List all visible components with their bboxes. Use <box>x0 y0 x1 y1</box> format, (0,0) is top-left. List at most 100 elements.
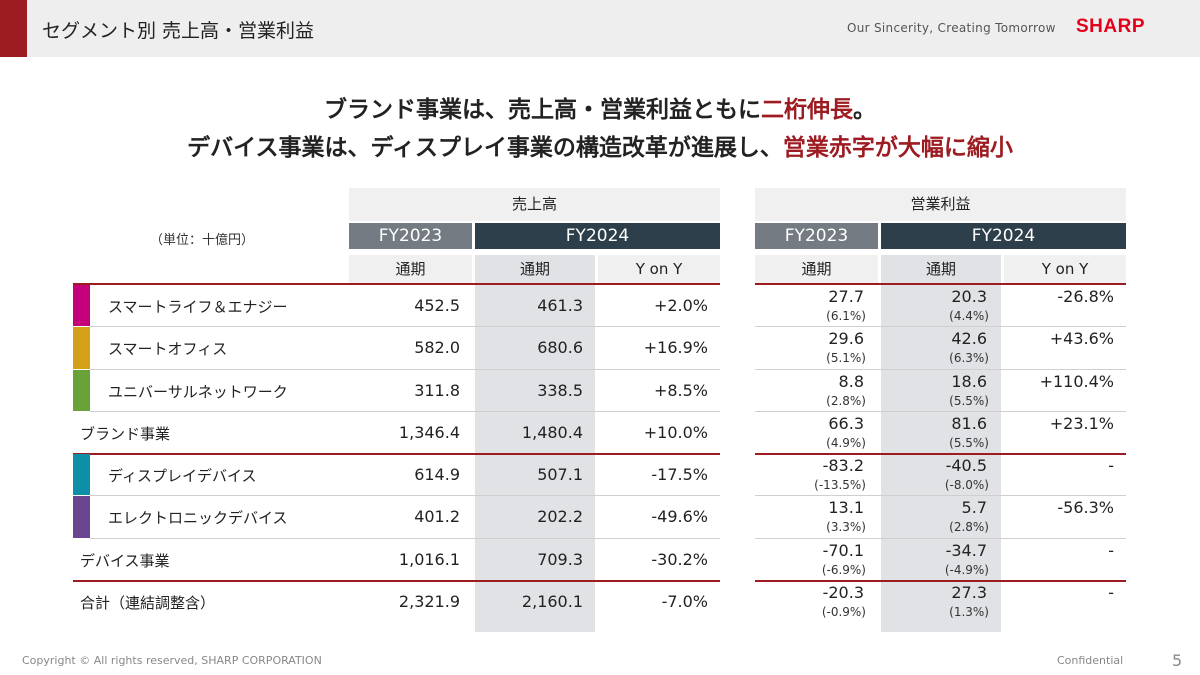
profit-group-header: 営業利益 <box>755 188 1126 221</box>
sales-fy2024-value: 461.3 <box>537 296 583 315</box>
headline-line-1: ブランド事業は、売上高・営業利益ともに二桁伸長。 <box>0 90 1200 124</box>
table-row-label: スマートライフ＆エナジー <box>108 298 288 316</box>
row-separator <box>73 453 720 455</box>
row-separator <box>90 495 720 497</box>
profit-fy2024-value: 27.3 <box>951 582 987 602</box>
segment-color-bar <box>73 454 90 496</box>
profit-yoy-value: - <box>1108 582 1114 602</box>
sales-group-header: 売上高 <box>349 188 720 221</box>
table-row-label: デバイス事業 <box>80 551 170 570</box>
sales-yoy-value: -17.5% <box>651 465 708 484</box>
table-top-line <box>73 283 720 285</box>
sub-header-s24: 通期 <box>519 260 550 278</box>
headline-line-2: デバイス事業は、ディスプレイ事業の構造改革が進展し、営業赤字が大幅に縮小 <box>0 128 1200 162</box>
sales-fy2024-value: 709.3 <box>537 549 583 569</box>
profit-fy2024-margin: (5.5%) <box>949 393 989 408</box>
profit-fy2024-margin: (2.8%) <box>949 520 989 535</box>
sharp-logo: SHARP <box>1076 16 1146 37</box>
profit-fy2023-header: FY2023 <box>755 223 878 249</box>
sales-yoy-value: +10.0% <box>643 422 708 442</box>
sales-yoy-value: -49.6% <box>651 507 708 527</box>
profit-fy2024-value: 5.7 <box>961 498 987 518</box>
profit-fy2023-value: 13.1 <box>828 498 864 518</box>
sales-yoy-value: +8.5% <box>653 380 708 400</box>
sales-yoy-value: +16.9% <box>643 338 708 358</box>
profit-fy2024-margin: (-8.0%) <box>944 478 989 492</box>
profit-fy2023-value: -70.1 <box>822 540 864 560</box>
profit-fy2023-value: -20.3 <box>822 582 864 602</box>
page-number: 5 <box>1172 651 1183 670</box>
profit-yoy-value: +110.4% <box>1039 371 1114 391</box>
sales-fy2024-value: 680.6 <box>537 338 583 358</box>
row-separator <box>90 537 720 539</box>
profit-yoy-value: - <box>1108 456 1114 475</box>
profit-yoy-value: - <box>1108 540 1114 560</box>
sales-fy2023-value: 1,346.4 <box>398 422 460 442</box>
sub-header-p23: 通期 <box>755 255 878 283</box>
profit-fy2023-margin: (3.3%) <box>826 520 866 535</box>
table-row-label: 合計（連結調整含） <box>80 593 216 612</box>
sales-fy2023-value: 401.2 <box>414 507 460 527</box>
profit-fy2024-margin: (4.4%) <box>949 309 989 323</box>
sub-header-pyoy: Y on Y <box>1004 255 1126 283</box>
segment-color-bar <box>73 327 90 369</box>
profit-yoy-value: -56.3% <box>1057 498 1114 518</box>
headline-1-text: ブランド事業は、売上高・営業利益ともに <box>324 97 761 123</box>
profit-fy2024-margin: (6.3%) <box>949 351 989 366</box>
profit-fy2023-value: 8.8 <box>838 371 864 391</box>
row-separator <box>90 410 720 412</box>
sales-fy2023-value: 582.0 <box>414 338 460 358</box>
segment-color-bar <box>73 496 90 538</box>
row-separator <box>755 537 1126 539</box>
sub-header-p24: 通期 <box>925 260 956 278</box>
sales-fy2023-value: 614.9 <box>414 465 460 484</box>
profit-fy2024-value: 81.6 <box>951 413 987 433</box>
profit-fy2024-value: -34.7 <box>945 540 987 560</box>
segment-color-bar <box>73 369 90 411</box>
tagline: Our Sincerity, Creating Tomorrow <box>847 21 1056 35</box>
profit-fy2023-margin: (-6.9%) <box>821 562 866 577</box>
profit-fy2023-value: -83.2 <box>822 456 864 475</box>
sales-fy2023-value: 452.5 <box>414 296 460 315</box>
profit-fy2023-value: 27.7 <box>828 287 864 306</box>
sales-fy2023-value: 2,321.9 <box>398 591 460 611</box>
sales-yoy-value: -30.2% <box>651 549 708 569</box>
sales-fy2023-value: 1,016.1 <box>398 549 460 569</box>
page-title: セグメント別 売上高・営業利益 <box>42 20 315 42</box>
row-separator <box>90 326 720 328</box>
footer-copyright: Copyright © All rights reserved, SHARP C… <box>22 654 322 667</box>
headline-2-text: デバイス事業は、ディスプレイ事業の構造改革が進展し、 <box>187 135 783 161</box>
profit-fy2024-value: -40.5 <box>945 456 987 475</box>
profit-fy2023-margin: (6.1%) <box>826 309 866 323</box>
table-row-label: スマートオフィス <box>108 340 228 359</box>
profit-fy2023-value: 29.6 <box>828 329 864 349</box>
sales-yoy-value: -7.0% <box>661 591 708 611</box>
sales-fy2024-value: 338.5 <box>537 380 583 400</box>
profit-fy2023-margin: (-13.5%) <box>814 478 866 492</box>
table-row-label: ブランド事業 <box>80 424 171 443</box>
profit-fy2024-margin: (5.5%) <box>949 435 989 450</box>
sales-fy2024-value: 507.1 <box>537 465 583 484</box>
headline-2-highlight: 営業赤字が大幅に縮小 <box>782 135 1013 161</box>
headline-1-highlight: 二桁伸長 <box>761 97 853 123</box>
profit-fy2024-header: FY2024 <box>881 223 1126 249</box>
sub-header-syoy: Y on Y <box>598 255 720 283</box>
profit-yoy-value: +43.6% <box>1049 329 1114 349</box>
row-separator <box>755 495 1126 497</box>
row-separator <box>73 579 720 582</box>
sales-fy2024-value: 202.2 <box>537 507 583 527</box>
unit-label: （単位：十億円） <box>150 233 255 248</box>
header-bar <box>0 0 1200 57</box>
row-separator <box>755 326 1126 328</box>
profit-fy2023-margin: (-0.9%) <box>821 604 866 619</box>
profit-fy2024-value: 42.6 <box>951 329 987 349</box>
headline-1-end: 。 <box>853 97 876 123</box>
profit-fy2024-value: 20.3 <box>951 287 987 306</box>
sub-header-s23: 通期 <box>349 255 472 283</box>
row-separator <box>755 368 1126 370</box>
table-row-label: ユニバーサルネットワーク <box>108 382 288 401</box>
sales-fy2024-value: 2,160.1 <box>521 591 583 611</box>
table-row-label: エレクトロニックデバイス <box>108 509 288 528</box>
table-row-label: ディスプレイデバイス <box>108 467 257 485</box>
profit-fy2023-margin: (5.1%) <box>826 351 866 366</box>
